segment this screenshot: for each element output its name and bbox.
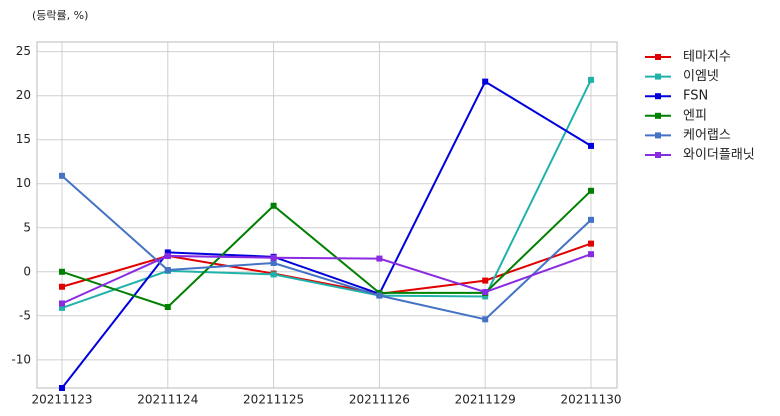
marker: [59, 283, 65, 290]
legend-marker: [655, 112, 661, 119]
marker: [164, 267, 171, 274]
y-tick-label: -5: [19, 308, 31, 322]
line: [61, 190, 592, 309]
marker: [270, 254, 277, 261]
plot-frame: [36, 41, 618, 389]
marker: [482, 277, 489, 284]
legend-marker: [655, 152, 661, 158]
legend-label: 엔피: [683, 108, 707, 123]
marker: [482, 293, 489, 300]
marker: [59, 385, 65, 391]
y-tick-label: 10: [16, 176, 31, 190]
marker: [164, 304, 171, 311]
marker: [482, 316, 489, 323]
line: [61, 253, 592, 305]
x-tick-label: 20211129: [455, 393, 516, 407]
x-tick-label: 20211126: [349, 393, 410, 407]
x-tick-label: 20211123: [31, 393, 92, 407]
marker: [270, 202, 277, 209]
marker: [482, 289, 489, 296]
y-tick-label: -10: [11, 352, 31, 366]
line: [61, 175, 592, 321]
marker: [164, 252, 171, 259]
x-tick-label: 20211125: [243, 393, 304, 407]
marker: [588, 187, 594, 194]
legend-marker: [655, 93, 661, 100]
y-tick-label: 5: [23, 220, 31, 234]
line: [61, 80, 592, 389]
legend-label: 이엠넷: [683, 69, 719, 84]
legend-marker: [655, 54, 661, 60]
y-tick-label: 20: [16, 88, 31, 102]
y-axis-label: (등락률, %): [32, 9, 88, 22]
x-tick-label: 20211124: [137, 393, 198, 407]
legend-label: 케어랩스: [683, 128, 731, 143]
marker: [59, 268, 65, 275]
y-tick-label: 15: [16, 132, 31, 146]
legend-label: 와이더플래닛: [683, 148, 755, 163]
y-tick-label: 25: [16, 44, 31, 58]
marker: [588, 142, 594, 149]
marker: [588, 251, 594, 258]
marker: [482, 78, 489, 85]
line: [61, 79, 592, 309]
marker: [59, 172, 65, 179]
marker: [376, 292, 383, 299]
legend-marker: [655, 73, 661, 80]
marker: [588, 76, 594, 83]
marker: [59, 304, 65, 311]
legend-label: 테마지수: [683, 50, 731, 65]
y-tick-label: 0: [23, 264, 31, 278]
line: [61, 242, 592, 295]
marker: [376, 255, 383, 262]
marker: [588, 216, 594, 223]
legend-label: FSN: [683, 89, 708, 104]
marker: [270, 271, 277, 278]
marker: [270, 259, 277, 266]
marker: [588, 240, 594, 247]
x-tick-label: 20211130: [560, 393, 621, 407]
legend-marker: [655, 132, 661, 139]
marker: [59, 300, 65, 307]
marker: [164, 249, 171, 256]
